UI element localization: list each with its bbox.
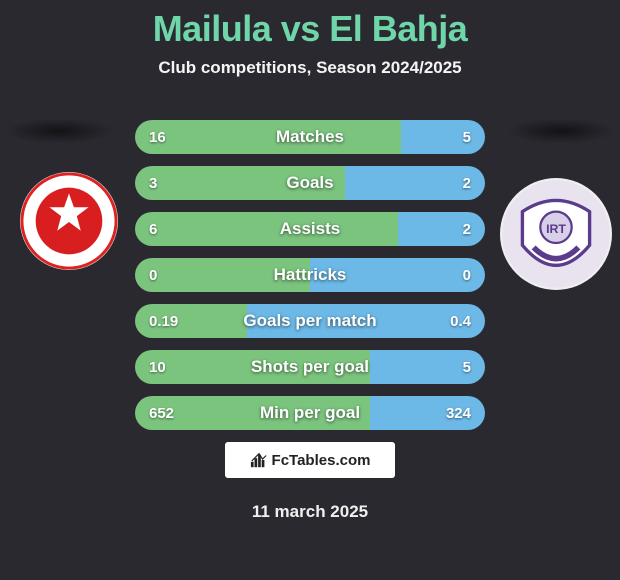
stat-bar-right: 0 — [310, 258, 485, 292]
date-text: 11 march 2025 — [0, 502, 620, 522]
stat-bar-right: 5 — [370, 350, 486, 384]
stat-bar-left: 6 — [135, 212, 398, 246]
branding-text: FcTables.com — [272, 452, 371, 469]
stat-row: 62Assists — [135, 212, 485, 246]
stat-value-right: 2 — [463, 175, 471, 192]
branding-badge: FcTables.com — [225, 442, 395, 478]
stat-bar-right: 2 — [398, 212, 486, 246]
stat-bar-left: 652 — [135, 396, 370, 430]
stat-value-right: 2 — [463, 221, 471, 238]
stat-bar-right: 5 — [401, 120, 485, 154]
club-logo-right: IRT — [500, 178, 612, 290]
stat-bar-left: 10 — [135, 350, 370, 384]
stat-value-left: 652 — [149, 405, 174, 422]
stat-row: 0.190.4Goals per match — [135, 304, 485, 338]
stat-bar-left: 16 — [135, 120, 401, 154]
stat-value-right: 5 — [463, 359, 471, 376]
stat-value-left: 10 — [149, 359, 166, 376]
stat-row: 652324Min per goal — [135, 396, 485, 430]
stat-bar-left: 0.19 — [135, 304, 247, 338]
shadow-ellipse-right — [506, 118, 616, 144]
stat-bar-right: 2 — [345, 166, 485, 200]
stat-row: 00Hattricks — [135, 258, 485, 292]
stat-value-left: 0.19 — [149, 313, 178, 330]
stat-bar-left: 3 — [135, 166, 345, 200]
stat-row: 165Matches — [135, 120, 485, 154]
wydad-logo-icon: W.A.C — [20, 172, 118, 270]
page-subtitle: Club competitions, Season 2024/2025 — [0, 58, 620, 78]
svg-text:IRT: IRT — [546, 222, 566, 236]
stat-row: 105Shots per goal — [135, 350, 485, 384]
stat-value-left: 3 — [149, 175, 157, 192]
stat-value-left: 6 — [149, 221, 157, 238]
stat-bar-left: 0 — [135, 258, 310, 292]
stat-value-right: 0.4 — [450, 313, 471, 330]
page-title: Mailula vs El Bahja — [0, 0, 620, 50]
stat-value-left: 16 — [149, 129, 166, 146]
stat-bar-right: 324 — [370, 396, 486, 430]
irt-logo-icon: IRT — [500, 178, 612, 290]
stat-row: 32Goals — [135, 166, 485, 200]
bar-chart-icon — [250, 451, 268, 469]
stat-value-right: 324 — [446, 405, 471, 422]
stats-bar-container: 165Matches32Goals62Assists00Hattricks0.1… — [135, 120, 485, 442]
stat-value-right: 5 — [463, 129, 471, 146]
svg-text:W.A.C: W.A.C — [49, 236, 89, 251]
club-logo-left: W.A.C — [20, 172, 118, 270]
shadow-ellipse-left — [4, 118, 114, 144]
stat-value-right: 0 — [463, 267, 471, 284]
stat-bar-right: 0.4 — [247, 304, 485, 338]
stat-value-left: 0 — [149, 267, 157, 284]
